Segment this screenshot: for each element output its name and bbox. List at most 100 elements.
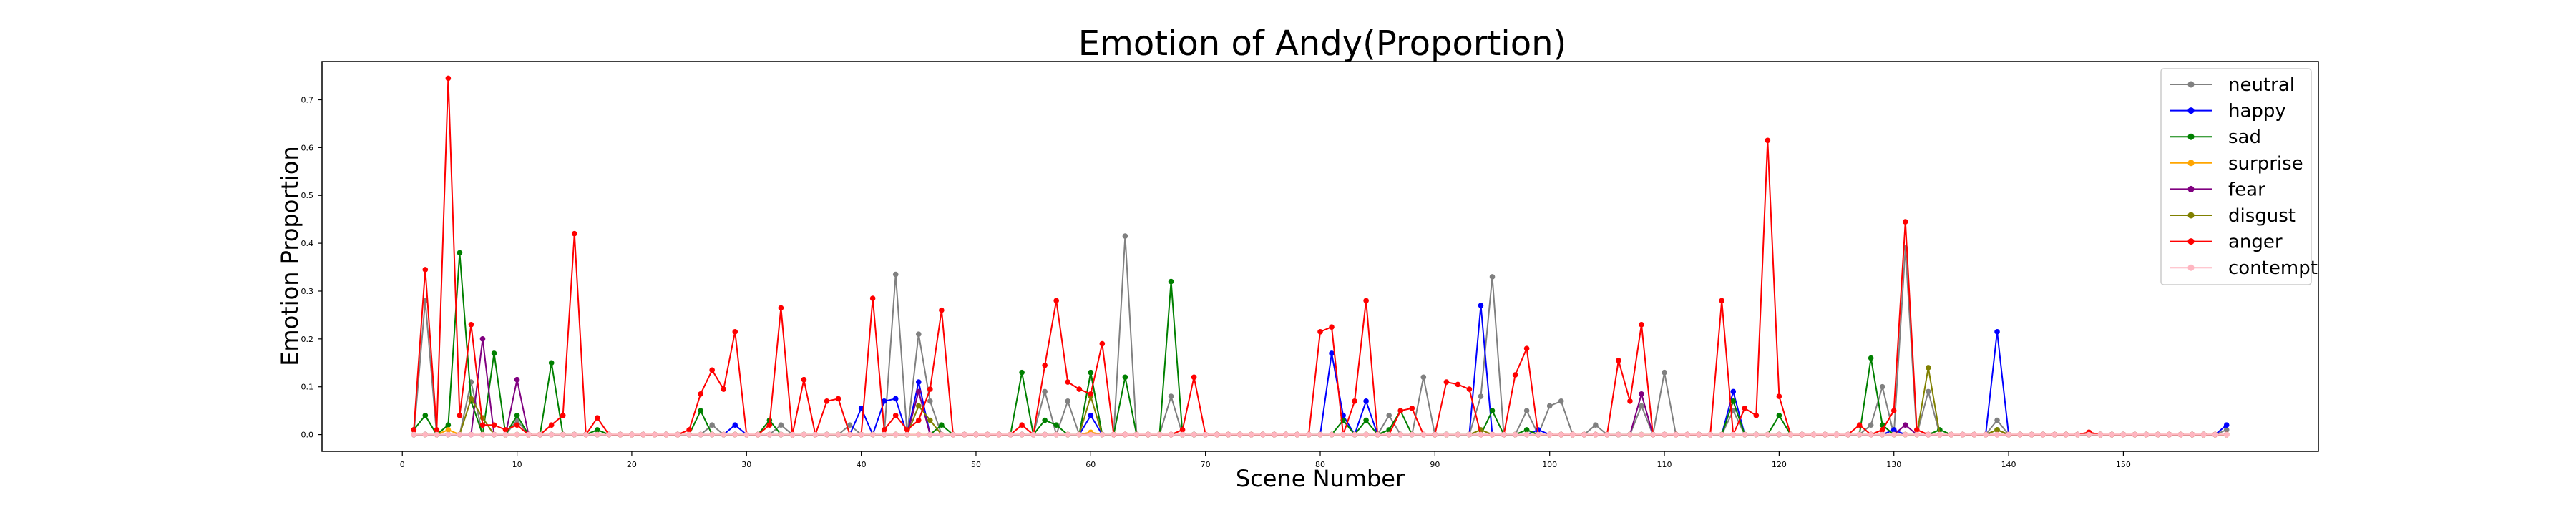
data-point-sad	[1122, 374, 1128, 381]
series-line-sad	[413, 252, 2227, 437]
data-point-contempt	[1409, 431, 1415, 438]
data-point-neutral	[1994, 417, 2000, 423]
data-point-contempt	[525, 431, 532, 438]
data-point-contempt	[755, 431, 761, 438]
data-point-neutral	[1168, 393, 1174, 399]
data-point-contempt	[1455, 431, 1461, 438]
data-point-contempt	[1707, 431, 1713, 438]
data-point-anger	[445, 75, 452, 82]
data-point-contempt	[2223, 431, 2230, 438]
plot-frame	[321, 61, 2319, 452]
data-point-anger	[1409, 406, 1415, 411]
data-point-contempt	[939, 431, 945, 438]
data-point-anger	[801, 376, 807, 383]
data-point-contempt	[1994, 431, 2000, 438]
data-point-contempt	[2189, 431, 2195, 438]
data-point-contempt	[1329, 431, 1335, 438]
data-point-contempt	[1948, 431, 1954, 438]
data-point-contempt	[1810, 431, 1817, 438]
data-point-anger	[1042, 362, 1048, 368]
data-point-sad	[1523, 427, 1530, 433]
data-point-neutral	[709, 422, 715, 428]
data-point-anger	[514, 422, 520, 428]
data-point-contempt	[1111, 431, 1117, 438]
data-point-sad	[1363, 417, 1369, 423]
data-point-contempt	[1673, 431, 1679, 438]
data-point-contempt	[1317, 431, 1323, 438]
x-tick-label: 40	[857, 460, 867, 469]
data-point-contempt	[686, 431, 692, 438]
data-point-contempt	[1890, 431, 1897, 438]
legend-item-surprise: surprise	[2170, 153, 2303, 175]
legend-label: disgust	[2228, 205, 2296, 227]
data-point-contempt	[2086, 431, 2092, 438]
data-point-contempt	[1627, 431, 1633, 438]
x-tick-label: 10	[512, 460, 522, 469]
data-point-contempt	[1684, 431, 1690, 438]
data-point-contempt	[1822, 431, 1828, 438]
y-axis-label: Emotion Proportion	[276, 146, 303, 366]
data-point-contempt	[778, 431, 784, 438]
data-point-contempt	[1535, 431, 1541, 438]
data-point-contempt	[881, 431, 887, 438]
data-point-contempt	[869, 431, 876, 438]
data-point-anger	[881, 427, 887, 433]
data-point-sad	[514, 413, 520, 418]
data-point-anger	[698, 391, 703, 397]
data-point-contempt	[2051, 431, 2058, 438]
data-point-contempt	[502, 431, 509, 438]
data-point-contempt	[1787, 431, 1794, 438]
data-point-contempt	[1478, 431, 1484, 438]
data-point-contempt	[2063, 431, 2069, 438]
x-tick-label: 30	[741, 460, 751, 469]
data-point-contempt	[1868, 431, 1874, 438]
data-point-contempt	[858, 431, 864, 438]
legend-item-neutral: neutral	[2170, 74, 2295, 96]
data-point-contempt	[1420, 431, 1427, 438]
data-point-contempt	[2074, 431, 2081, 438]
data-point-sad	[1088, 369, 1094, 376]
data-point-contempt	[2006, 431, 2011, 438]
data-point-anger	[1616, 358, 1621, 363]
series-happy	[411, 303, 2230, 438]
data-point-contempt	[973, 431, 979, 438]
y-tick-label: 0.2	[301, 335, 314, 344]
data-point-happy	[858, 406, 864, 411]
data-point-anger	[1397, 408, 1404, 413]
legend-label: happy	[2228, 101, 2286, 122]
data-point-anger	[1627, 398, 1633, 404]
y-axis-ticks: 0.0 0.1 0.2 0.3 0.4 0.5 0.6 0.7	[301, 95, 322, 440]
data-point-contempt	[721, 431, 727, 438]
data-point-neutral	[927, 398, 933, 404]
series-sad	[411, 250, 2230, 438]
data-point-neutral	[847, 422, 853, 428]
data-point-neutral	[778, 422, 784, 428]
x-tick-label: 90	[1430, 460, 1440, 469]
data-point-contempt	[835, 431, 841, 438]
data-point-contempt	[996, 431, 1002, 438]
data-point-contempt	[1983, 431, 1989, 438]
data-point-neutral	[1489, 274, 1496, 280]
data-point-contempt	[1088, 431, 1094, 438]
legend-label: contempt	[2228, 258, 2318, 279]
data-point-anger	[835, 396, 841, 402]
data-point-contempt	[595, 431, 600, 438]
data-point-contempt	[1926, 431, 1931, 438]
data-point-happy	[1088, 413, 1094, 418]
data-point-contempt	[1845, 431, 1851, 438]
data-point-contempt	[1340, 431, 1346, 438]
data-point-contempt	[1650, 431, 1656, 438]
data-point-contempt	[1546, 431, 1553, 438]
data-point-contempt	[1133, 431, 1140, 438]
data-point-neutral	[1662, 369, 1667, 376]
data-point-contempt	[824, 431, 830, 438]
data-point-contempt	[1501, 431, 1507, 438]
data-point-contempt	[548, 431, 555, 438]
data-point-fear	[1902, 422, 1908, 428]
data-point-neutral	[1420, 374, 1427, 381]
x-tick-label: 20	[627, 460, 637, 469]
data-point-happy	[881, 398, 887, 404]
y-tick-label: 0.1	[301, 383, 314, 392]
data-point-contempt	[1512, 431, 1518, 438]
data-point-anger	[732, 329, 738, 335]
